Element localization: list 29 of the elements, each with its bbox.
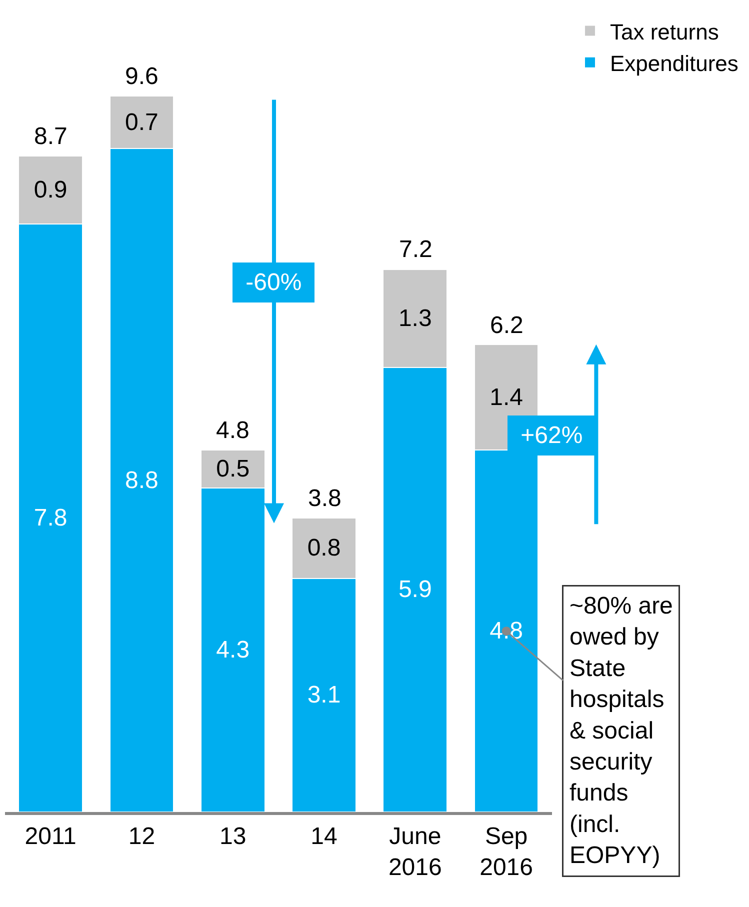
x-tick-label: 14	[310, 822, 338, 850]
annotation: +62%	[514, 422, 590, 449]
x-tick-label: June 2016	[388, 822, 442, 881]
data-label: 4.3	[216, 636, 250, 664]
data-label: 0.7	[125, 108, 158, 136]
x-tick-label: 2011	[24, 822, 76, 850]
total-label: 4.8	[216, 417, 250, 444]
total-label: 9.6	[125, 63, 158, 90]
data-label: 0.5	[216, 456, 250, 483]
total-label: 3.8	[308, 485, 342, 512]
data-label: 0.8	[307, 534, 341, 562]
x-tick-label: 12	[128, 822, 156, 850]
legend-label: Expenditures	[610, 50, 738, 76]
data-label: 1.3	[398, 304, 432, 332]
total-label: 7.2	[399, 236, 432, 263]
x-tick-label: Sep 2016	[480, 822, 533, 881]
total-label: 6.2	[490, 312, 524, 339]
annotation: -60%	[239, 269, 308, 296]
text: ~80% are owed by State hospitals & social security funds (incl. EOPYY)	[570, 592, 673, 870]
data-label: 1.4	[490, 384, 523, 411]
data-label: 4.8	[490, 618, 523, 645]
total-label: 8.7	[34, 123, 68, 150]
x-tick-label: 13	[220, 822, 246, 850]
data-label: 7.8	[34, 504, 68, 532]
data-label: 0.9	[34, 176, 68, 204]
data-label: 8.8	[125, 466, 158, 494]
data-label: 5.9	[398, 576, 432, 604]
data-label: 3.1	[307, 682, 341, 709]
legend-label: Tax returns	[610, 19, 719, 44]
